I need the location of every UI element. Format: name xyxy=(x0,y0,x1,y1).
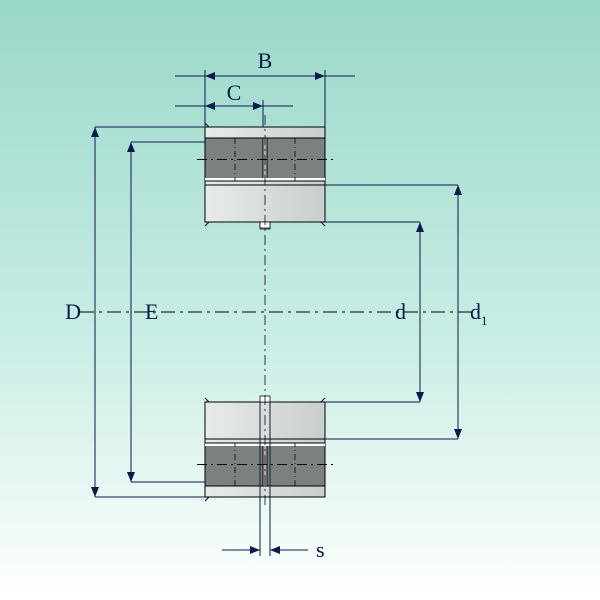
dim-label-B: B xyxy=(258,48,273,73)
bearing-cross-section-diagram: BCDEdd1s xyxy=(0,0,600,600)
dim-label-d: d xyxy=(395,299,406,324)
dim-label-s: s xyxy=(316,537,325,562)
dim-label-D: D xyxy=(65,299,81,324)
dim-label-C: C xyxy=(227,80,242,105)
dim-label-E: E xyxy=(145,299,158,324)
